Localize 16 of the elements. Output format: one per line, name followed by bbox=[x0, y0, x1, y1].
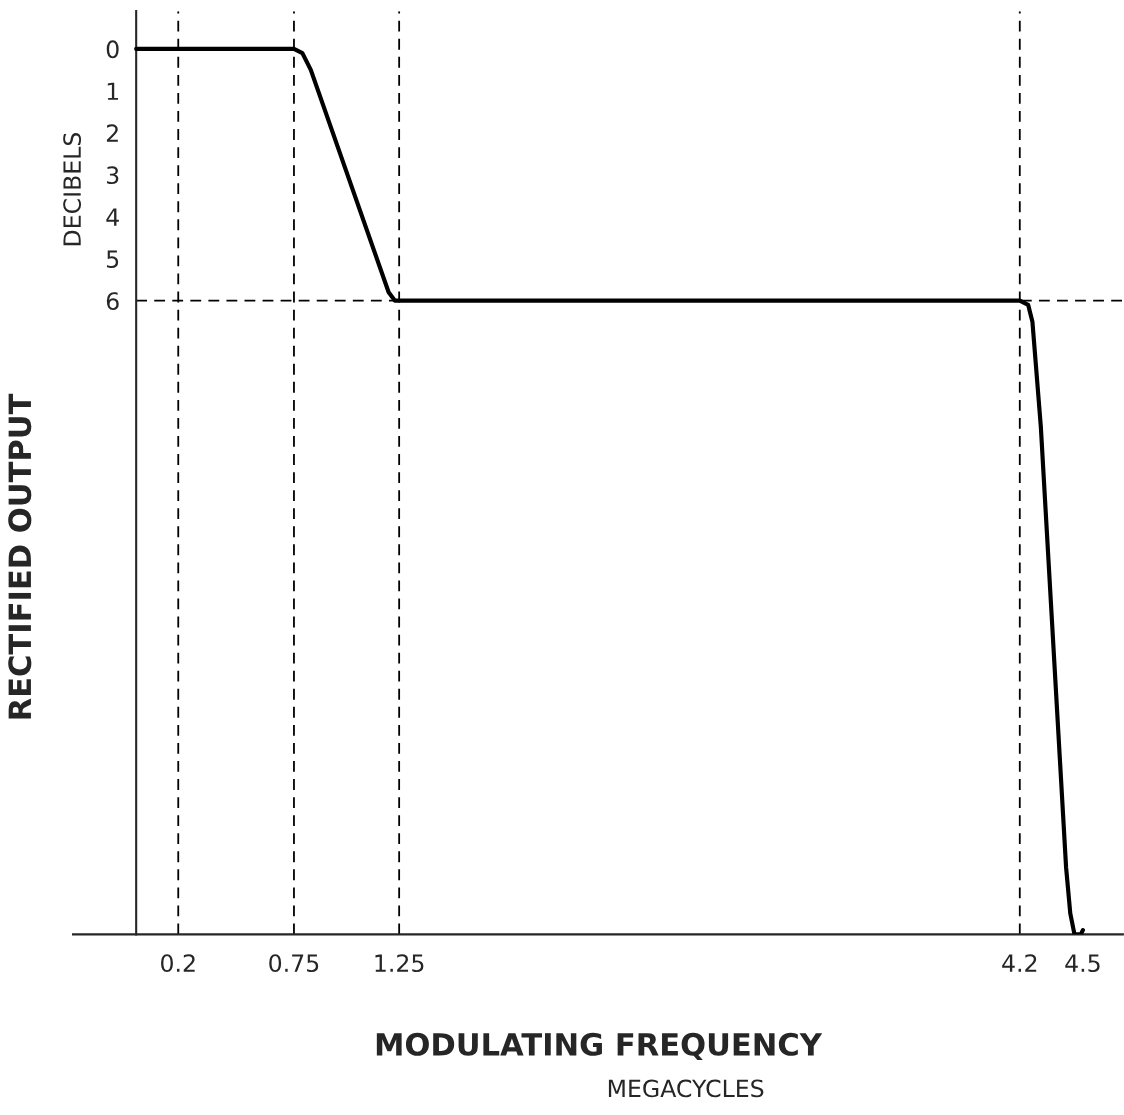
x-tick-label: 0.2 bbox=[161, 954, 195, 973]
y-tick-label: 5 bbox=[107, 250, 119, 269]
text: MEGACYCLES bbox=[608, 1079, 764, 1098]
x-axis-title: MODULATING FREQUENCY bbox=[376, 1032, 823, 1060]
x-tick-label: 4.5 bbox=[1065, 954, 1100, 973]
y-tick-label: 2 bbox=[106, 124, 118, 142]
y-axis-title: RECTIFIED OUTPUT bbox=[8, 393, 32, 719]
annotation: DECIBELS bbox=[63, 132, 82, 246]
y-tick-label: 0 bbox=[106, 40, 119, 59]
x-tick-label: 0.75 bbox=[269, 954, 319, 973]
y-tick-label: 1 bbox=[107, 82, 119, 100]
x-tick-label: 1.25 bbox=[375, 954, 424, 973]
y-tick-label: 4 bbox=[106, 208, 119, 226]
y-tick-label: 6 bbox=[106, 292, 119, 311]
y-tick-label: 3 bbox=[106, 166, 119, 185]
x-tick-label: 4.2 bbox=[1002, 954, 1037, 972]
